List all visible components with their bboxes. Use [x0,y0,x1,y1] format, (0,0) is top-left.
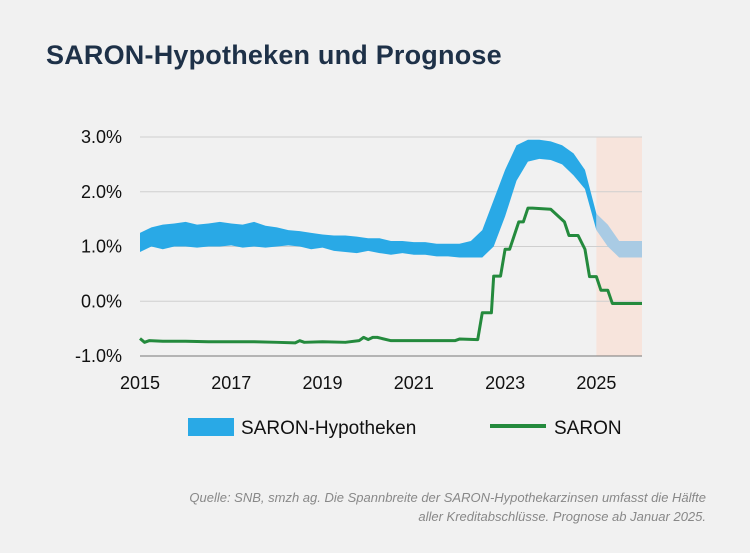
source-note: Quelle: SNB, smzh ag. Die Spannbreite de… [189,490,706,524]
y-tick-label: -1.0% [75,346,122,366]
band-saron-hypotheken-forecast [596,213,642,258]
band-saron-hypotheken [140,139,597,258]
x-tick-label: 2015 [120,373,160,393]
y-tick-label: 1.0% [81,237,122,257]
line-saron [139,206,642,345]
chart-title: SARON-Hypotheken und Prognose [46,40,502,70]
y-tick-label: 0.0% [81,291,122,311]
x-tick-label: 2021 [394,373,434,393]
legend-swatch-saron-hypotheken [188,418,234,436]
legend: SARON-Hypotheken SARON [188,418,622,439]
legend-label-saron: SARON [554,418,622,439]
x-tick-label: 2025 [576,373,616,393]
y-tick-label: 3.0% [81,127,122,147]
x-tick-label: 2023 [485,373,525,393]
plot-data [139,139,642,345]
y-gridlines [140,136,642,302]
x-tick-label: 2019 [303,373,343,393]
y-tick-label: 2.0% [81,182,122,202]
x-tick-label: 2017 [211,373,251,393]
x-tick-labels: 2015 2017 2019 2021 2023 2025 [120,373,616,393]
y-tick-labels: -1.0% 0.0% 1.0% 2.0% 3.0% [75,127,122,366]
legend-label-saron-hypotheken: SARON-Hypotheken [241,418,416,439]
